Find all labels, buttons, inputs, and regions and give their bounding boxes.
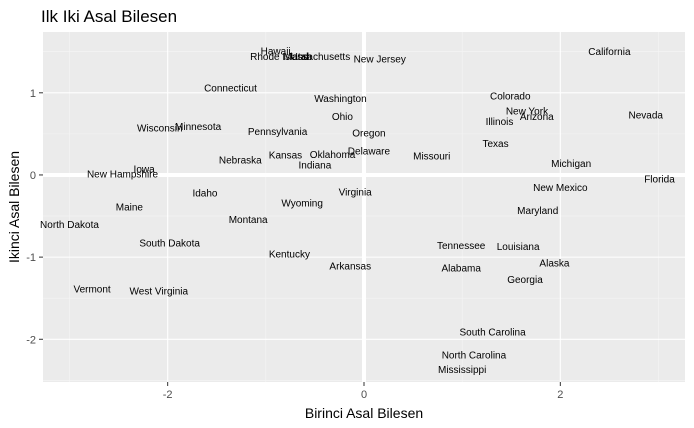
point-label: Colorado — [490, 92, 531, 103]
point-label: Montana — [229, 215, 268, 226]
chart-title: Ilk Iki Asal Bilesen — [41, 7, 177, 26]
y-tick-label: -1 — [26, 252, 36, 264]
point-label: Arkansas — [329, 262, 371, 273]
y-tick-label: 1 — [30, 88, 36, 100]
point-label: Ohio — [332, 112, 354, 123]
y-tick-label: 0 — [30, 170, 36, 182]
zero-reference-lines — [43, 32, 685, 382]
point-label: North Carolina — [442, 350, 507, 361]
point-label: New Hampshire — [87, 170, 159, 181]
point-label: Pennsylvania — [248, 127, 308, 138]
x-axis: -2 0 2 — [163, 382, 563, 401]
point-label: Hawaii — [261, 46, 291, 57]
point-label: Wisconsin — [137, 124, 183, 135]
point-label: New Jersey — [354, 55, 406, 66]
point-label: Mississippi — [438, 365, 486, 376]
point-label: Texas — [482, 139, 508, 150]
point-label: South Dakota — [139, 239, 200, 250]
point-label: Virginia — [339, 188, 373, 199]
point-label: Vermont — [73, 285, 110, 296]
point-label: Indiana — [299, 161, 332, 172]
point-label: Michigan — [551, 159, 591, 170]
point-label: Massachusetts — [284, 52, 351, 63]
point-label: Iowa — [134, 165, 156, 176]
x-axis-title: Birinci Asal Bilesen — [305, 405, 423, 421]
point-label: North Dakota — [40, 220, 99, 231]
point-label: Oregon — [352, 129, 385, 140]
point-label: Idaho — [192, 189, 217, 200]
point-label: Minnesota — [175, 122, 222, 133]
point-label: Utah — [291, 52, 312, 63]
point-label: South Carolina — [460, 327, 527, 338]
point-label: Nevada — [628, 110, 663, 121]
point-label: Maryland — [517, 206, 558, 217]
y-tick-label: -2 — [26, 334, 36, 346]
point-label: Florida — [644, 175, 675, 186]
y-axis: -2 -1 0 1 — [26, 88, 43, 346]
point-label: Oklahoma — [310, 150, 356, 161]
point-label: Kansas — [269, 151, 302, 162]
point-label: Washington — [314, 94, 366, 105]
x-tick-label: -2 — [163, 389, 173, 401]
point-label: Delaware — [348, 147, 391, 158]
x-tick-label: 2 — [557, 389, 563, 401]
point-label: Alaska — [539, 258, 569, 269]
point-label: Connecticut — [204, 83, 257, 94]
point-label: Maine — [116, 203, 144, 214]
point-label: Louisiana — [497, 242, 540, 253]
point-label: Tennessee — [437, 241, 486, 252]
point-label: Arizona — [520, 112, 554, 123]
point-label: New Mexico — [533, 183, 588, 194]
point-label: Illinois — [486, 117, 514, 128]
point-label: New York — [506, 106, 549, 117]
point-label: California — [588, 47, 631, 58]
point-label: Georgia — [507, 275, 543, 286]
point-label: Nebraska — [219, 156, 262, 167]
y-axis-title: Ikinci Asal Bilesen — [6, 151, 22, 263]
point-label: Kentucky — [269, 249, 310, 260]
point-label: Rhode Island — [250, 52, 309, 63]
x-tick-label: 0 — [361, 389, 367, 401]
point-label: Missouri — [413, 152, 450, 163]
point-label: Wyoming — [281, 198, 323, 209]
point-label: Alabama — [441, 263, 481, 274]
point-label: West Virginia — [130, 286, 189, 297]
